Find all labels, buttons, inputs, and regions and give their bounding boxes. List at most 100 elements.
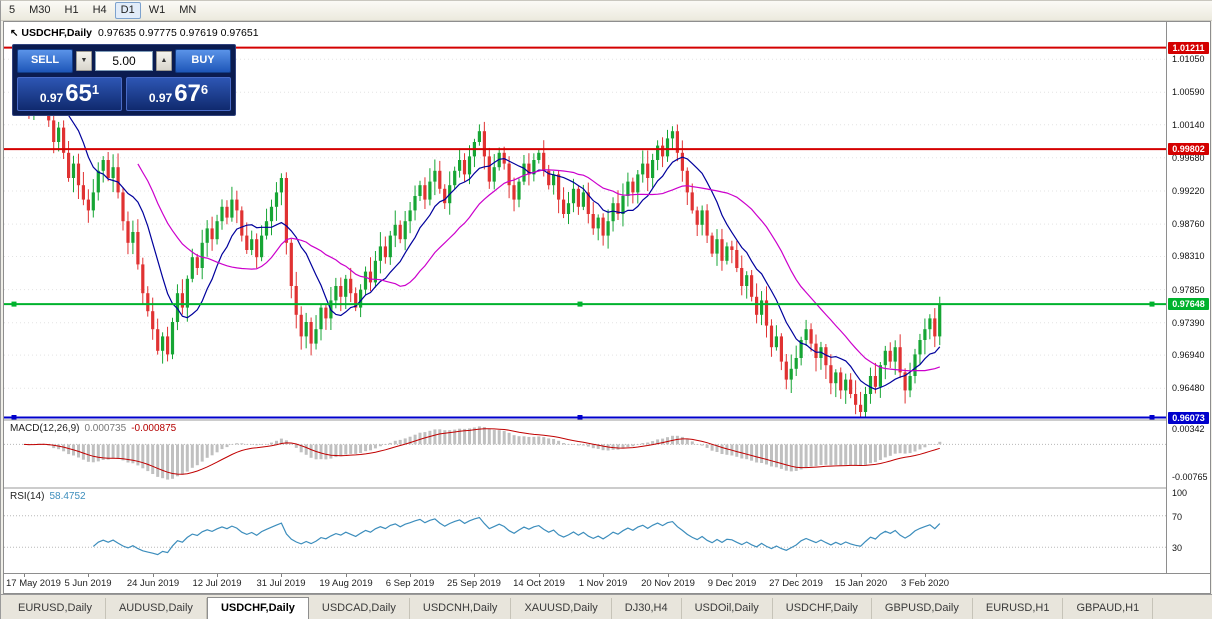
time-axis-tick <box>24 574 25 577</box>
price-axis-label: 1.00590 <box>1172 87 1205 97</box>
rsi-label: RSI(14) <box>10 491 45 502</box>
rsi-value: 58.4752 <box>49 491 86 502</box>
chart-tab-1-audusd-daily[interactable]: AUDUSD,Daily <box>106 598 207 619</box>
rsi-level-lines <box>4 515 1166 548</box>
sell-price-base: 0.97 <box>39 91 64 105</box>
time-axis[interactable]: 17 May 2019 5 Jun 2019 24 Jun 2019 12 Jul 2… <box>4 573 1210 593</box>
time-axis-tick <box>925 574 926 577</box>
timeframe-button-w1[interactable]: W1 <box>148 4 166 16</box>
time-axis-tick <box>539 574 540 577</box>
price-axis-label: 0.96480 <box>1172 383 1205 393</box>
chart-tab-5-xauusd-daily[interactable]: XAUUSD,Daily <box>511 598 612 619</box>
macd-signal-line <box>23 428 940 475</box>
date-label: 3 Feb 2020 <box>900 578 950 589</box>
timeframe-button-5[interactable]: 5 <box>9 4 16 16</box>
time-axis-tick <box>410 574 411 577</box>
sma-fast-line <box>68 115 941 390</box>
price-axis-label: 1.01050 <box>1172 54 1205 64</box>
buy-price-pips: 67 <box>174 80 201 107</box>
timeframe-button-d1[interactable]: D1 <box>114 2 141 19</box>
chart-tab-4-usdcnh-daily[interactable]: USDCNH,Daily <box>410 598 512 619</box>
time-axis-tick <box>217 574 218 577</box>
sell-price-point: 1 <box>91 81 100 97</box>
volume-increase-button[interactable]: ▲ <box>156 51 172 71</box>
rsi-line <box>92 516 941 556</box>
sell-button[interactable]: SELL <box>17 49 73 73</box>
time-axis-tick <box>668 574 669 577</box>
time-axis-tick <box>861 574 862 577</box>
date-label: 15 Jan 2020 <box>834 578 888 589</box>
one-click-trading-panel: SELL ▼ ▲ BUY 0.97 65 1 0.97 67 6 <box>12 44 236 116</box>
chart-tab-7-usdoil-daily[interactable]: USDOil,Daily <box>682 598 773 619</box>
time-axis-tick <box>603 574 604 577</box>
date-label: 27 Dec 2019 <box>769 578 823 589</box>
chart-tab-10-eurusd-h1[interactable]: EURUSD,H1 <box>973 598 1064 619</box>
time-axis-tick <box>796 574 797 577</box>
price-axis-label: 0.96940 <box>1172 350 1205 360</box>
date-label: 24 Jun 2019 <box>126 578 180 589</box>
time-axis-tick <box>88 574 89 577</box>
chart-tab-6-dj30-h4[interactable]: DJ30,H4 <box>612 598 682 619</box>
volume-decrease-button[interactable]: ▼ <box>76 51 92 71</box>
time-axis-tick <box>153 574 154 577</box>
date-label: 6 Sep 2019 <box>385 578 435 589</box>
volume-input[interactable] <box>95 51 153 71</box>
rsi-axis-label: 100 <box>1172 488 1188 498</box>
pane-separators[interactable] <box>4 419 1166 489</box>
grid-lines <box>4 58 1166 389</box>
timeframe-button-m30[interactable]: M30 <box>29 4 51 16</box>
date-label: 17 May 2019 <box>6 578 61 589</box>
chart-tab-2-usdchf-daily[interactable]: USDCHF,Daily <box>206 597 309 619</box>
timeframe-button-h4[interactable]: H4 <box>92 4 107 16</box>
buy-price-point: 6 <box>200 81 209 97</box>
timeframe-button-mn[interactable]: MN <box>179 4 197 16</box>
price-axis-label: 0.99220 <box>1172 186 1205 196</box>
macd-axis-label-bottom: -0.00765 <box>1172 472 1208 482</box>
price-axis-label: 0.97850 <box>1172 285 1205 295</box>
timeframe-toolbar: 5 M30 H1 H4 D1 W1 MN <box>1 1 1212 21</box>
price-axis-label: 0.99680 <box>1172 153 1205 163</box>
sell-price-display[interactable]: 0.97 65 1 <box>17 77 122 111</box>
price-tag: 0.97648 <box>1168 298 1209 310</box>
macd-axis-label-top: 0.00342 <box>1172 424 1205 434</box>
date-label: 19 Aug 2019 <box>319 578 373 589</box>
sell-price-pips: 65 <box>65 80 92 107</box>
date-label: 12 Jul 2019 <box>192 578 242 589</box>
date-label: 25 Sep 2019 <box>447 578 501 589</box>
timeframe-button-h1[interactable]: H1 <box>64 4 79 16</box>
price-tag: 0.99802 <box>1168 143 1209 155</box>
rsi-axis-label: 30 <box>1172 543 1183 553</box>
rsi-pane-title: RSI(14) 58.4752 <box>10 491 86 502</box>
macd-main-value: 0.000735 <box>84 423 127 434</box>
candlestick-chart-area[interactable] <box>4 22 1166 593</box>
date-label: 5 Jun 2019 <box>64 578 112 589</box>
date-label: 9 Dec 2019 <box>707 578 757 589</box>
rsi-axis-label: 70 <box>1172 512 1183 522</box>
chart-tab-9-gbpusd-daily[interactable]: GBPUSD,Daily <box>872 598 973 619</box>
time-axis-tick <box>281 574 282 577</box>
chart-ohlc-values: 0.97635 0.97775 0.97619 0.97651 <box>98 27 259 39</box>
date-label: 14 Oct 2019 <box>513 578 565 589</box>
price-axis-label: 0.98760 <box>1172 219 1205 229</box>
buy-button[interactable]: BUY <box>175 49 231 73</box>
price-tag: 0.96073 <box>1168 412 1209 424</box>
sma-slow-line <box>137 163 941 372</box>
chart-tab-bar: EURUSD,Daily AUDUSD,Daily USDCHF,Daily USDC… <box>1 594 1212 619</box>
buy-price-display[interactable]: 0.97 67 6 <box>126 77 231 111</box>
chart-tab-11-gbpaud-h1[interactable]: GBPAUD,H1 <box>1063 598 1154 619</box>
chart-tab-8-usdchf-daily[interactable]: USDCHF,Daily <box>773 598 872 619</box>
time-axis-tick <box>732 574 733 577</box>
price-axis[interactable]: 0.00342 -0.00765 1.01050 1.00590 1.00140 0.… <box>1166 22 1210 573</box>
chart-tab-0-eurusd-daily[interactable]: EURUSD,Daily <box>5 598 106 619</box>
price-axis-label: 0.98310 <box>1172 251 1205 261</box>
chart-cursor-icon: ↖ <box>10 28 19 39</box>
chart-tab-3-usdcad-daily[interactable]: USDCAD,Daily <box>309 598 410 619</box>
macd-signal-value: -0.000875 <box>131 423 177 434</box>
price-axis-label: 1.00140 <box>1172 120 1205 130</box>
macd-histogram <box>22 426 942 480</box>
macd-pane-title: MACD(12,26,9) 0.000735 -0.000875 <box>10 423 176 434</box>
buy-price-base: 0.97 <box>148 91 173 105</box>
time-axis-tick <box>346 574 347 577</box>
macd-label: MACD(12,26,9) <box>10 423 80 434</box>
